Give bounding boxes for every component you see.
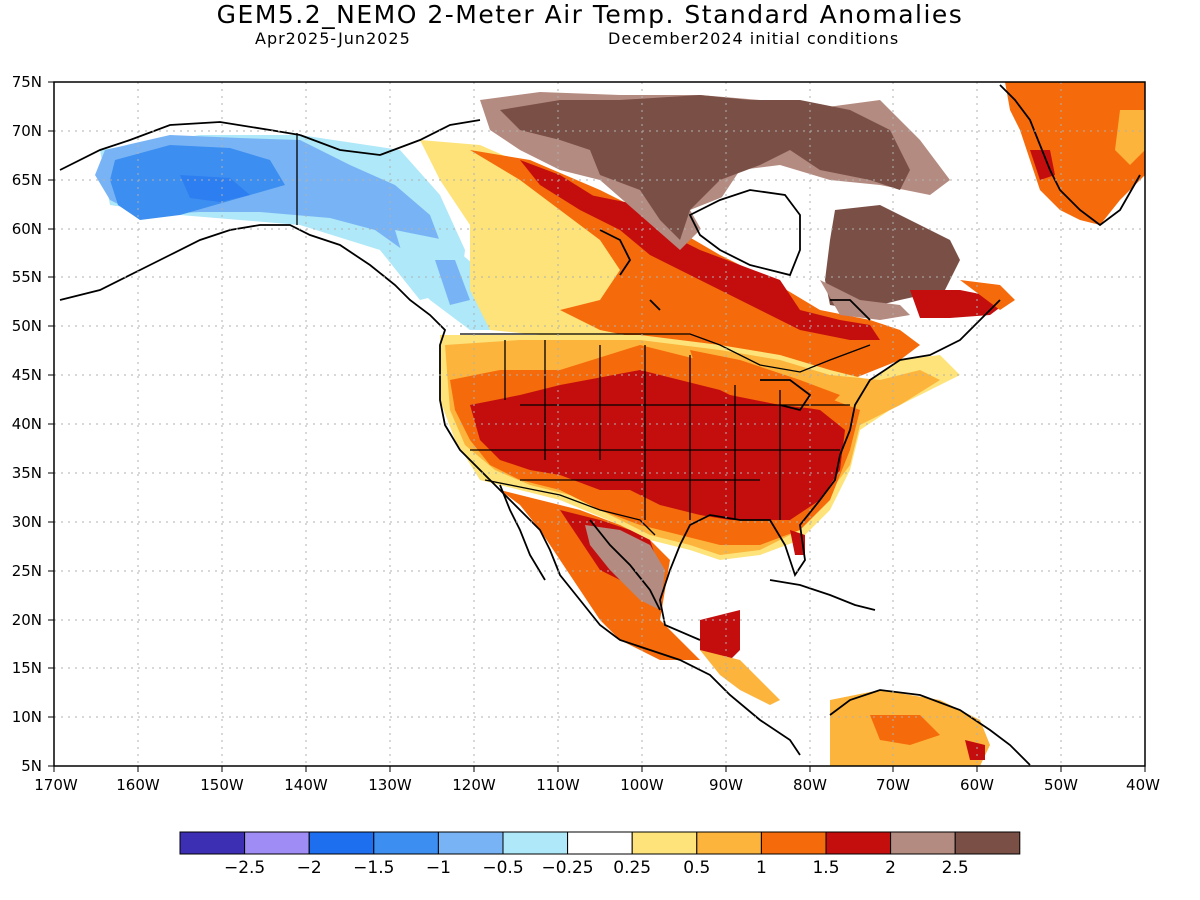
lat-label: 75N	[12, 73, 42, 91]
legend-swatch	[825, 831, 892, 855]
us-canada-border	[460, 333, 871, 373]
gulf-coastline	[589, 519, 661, 611]
legend-label: 2.5	[942, 858, 969, 878]
canada-lakes-coastline	[599, 229, 871, 412]
lat-label: 35N	[12, 464, 42, 482]
legend-label: 0.25	[613, 858, 651, 878]
lat-label: 20N	[12, 611, 42, 629]
lat-label: 10N	[12, 708, 42, 726]
coastlines	[59, 84, 1141, 766]
central-america-yellow	[700, 650, 780, 705]
south-america-red-spot	[965, 740, 985, 760]
lat-label: 25N	[12, 562, 42, 580]
legend-swatch	[567, 831, 633, 855]
south-america-coastline	[829, 689, 1031, 766]
south-america-orange-spot	[870, 715, 940, 745]
legend-swatch	[437, 831, 504, 855]
lon-label: 150W	[200, 776, 244, 794]
mexico-orange-region	[500, 490, 700, 660]
labrador-orange-region	[960, 280, 1015, 310]
lon-label: 140W	[284, 776, 328, 794]
tick-marks	[48, 81, 1146, 772]
lon-label: 120W	[452, 776, 496, 794]
legend-swatch	[631, 831, 698, 855]
lat-label: 40N	[12, 415, 42, 433]
arctic-coastline	[299, 119, 481, 156]
legend-label: 0.5	[683, 858, 710, 878]
legend-label: −1.5	[353, 858, 394, 878]
mexico-light-brown-region	[585, 525, 665, 610]
alaska-north-coastline	[59, 121, 301, 171]
legend-label: 2	[885, 858, 896, 878]
map-title: GEM5.2_NEMO 2-Meter Air Temp. Standard A…	[216, 0, 964, 29]
color-legend: −2.5 −2 −1.5 −1 −0.5 −0.25 0.25 0.5 1 1.5 2 2.5	[179, 831, 1021, 878]
lon-label: 110W	[536, 776, 580, 794]
legend-label: −0.5	[482, 858, 523, 878]
forecast-period: Apr2025-Jun2025	[255, 29, 411, 48]
legend-swatch	[179, 831, 246, 855]
legend-swatch	[760, 831, 827, 855]
longitude-labels: 170W 160W 150W 140W 130W 120W 110W 100W …	[34, 776, 1160, 794]
lat-label: 55N	[12, 268, 42, 286]
legend-swatch	[244, 831, 310, 855]
legend-label: −2	[297, 858, 322, 878]
baja-coastline	[499, 484, 546, 581]
legend-label: −0.25	[542, 858, 594, 878]
legend-swatch	[890, 831, 956, 855]
lon-label: 40W	[1126, 776, 1160, 794]
lon-label: 70W	[876, 776, 910, 794]
greenland-red-spot	[1030, 150, 1055, 180]
lat-label: 50N	[12, 317, 42, 335]
lon-label: 100W	[620, 776, 664, 794]
lon-label: 50W	[1044, 776, 1078, 794]
latitude-labels: 75N 70N 65N 60N 55N 50N 45N 40N 35N 30N …	[12, 73, 42, 775]
lon-label: 60W	[960, 776, 994, 794]
bc-blue-strip	[435, 260, 470, 305]
greenland-orange-region	[1005, 82, 1145, 225]
us-state-lines	[470, 340, 850, 520]
quebec-light-brown-region	[820, 280, 910, 320]
lon-label: 130W	[368, 776, 412, 794]
lat-label: 60N	[12, 220, 42, 238]
lat-label: 30N	[12, 513, 42, 531]
graticule	[54, 82, 1145, 766]
legend-swatch	[373, 831, 439, 855]
legend-label: 1	[756, 858, 767, 878]
lat-label: 65N	[12, 171, 42, 189]
lat-label: 45N	[12, 366, 42, 384]
usa-red-region	[470, 370, 845, 520]
legend-swatch	[954, 831, 1021, 855]
hudson-bay-white	[690, 190, 800, 280]
us-east-coastline	[659, 299, 1001, 641]
lon-label: 160W	[116, 776, 160, 794]
lat-label: 70N	[12, 122, 42, 140]
legend-swatch	[308, 831, 375, 855]
lon-label: 170W	[34, 776, 78, 794]
lat-label: 15N	[12, 659, 42, 677]
alaska-mid-blue-spot	[180, 175, 250, 202]
greenland-light-orange-spots	[1115, 110, 1145, 165]
hudson-bay-coastline	[688, 189, 801, 277]
cuba-coastline	[769, 579, 876, 611]
legend-label: −2.5	[224, 858, 265, 878]
lon-label: 90W	[709, 776, 743, 794]
hudson-mouth-red-strip	[590, 195, 680, 245]
lat-label: 5N	[21, 757, 42, 775]
legend-swatch	[502, 831, 569, 855]
legend-label: −1	[426, 858, 451, 878]
legend-swatch	[696, 831, 762, 855]
legend-label: 1.5	[812, 858, 839, 878]
alaska-coastline	[59, 224, 801, 756]
arctic-dark-brown-region	[500, 95, 910, 240]
anomaly-fields	[95, 82, 1145, 766]
lon-label: 80W	[793, 776, 827, 794]
initial-conditions: December2024 initial conditions	[608, 29, 900, 48]
